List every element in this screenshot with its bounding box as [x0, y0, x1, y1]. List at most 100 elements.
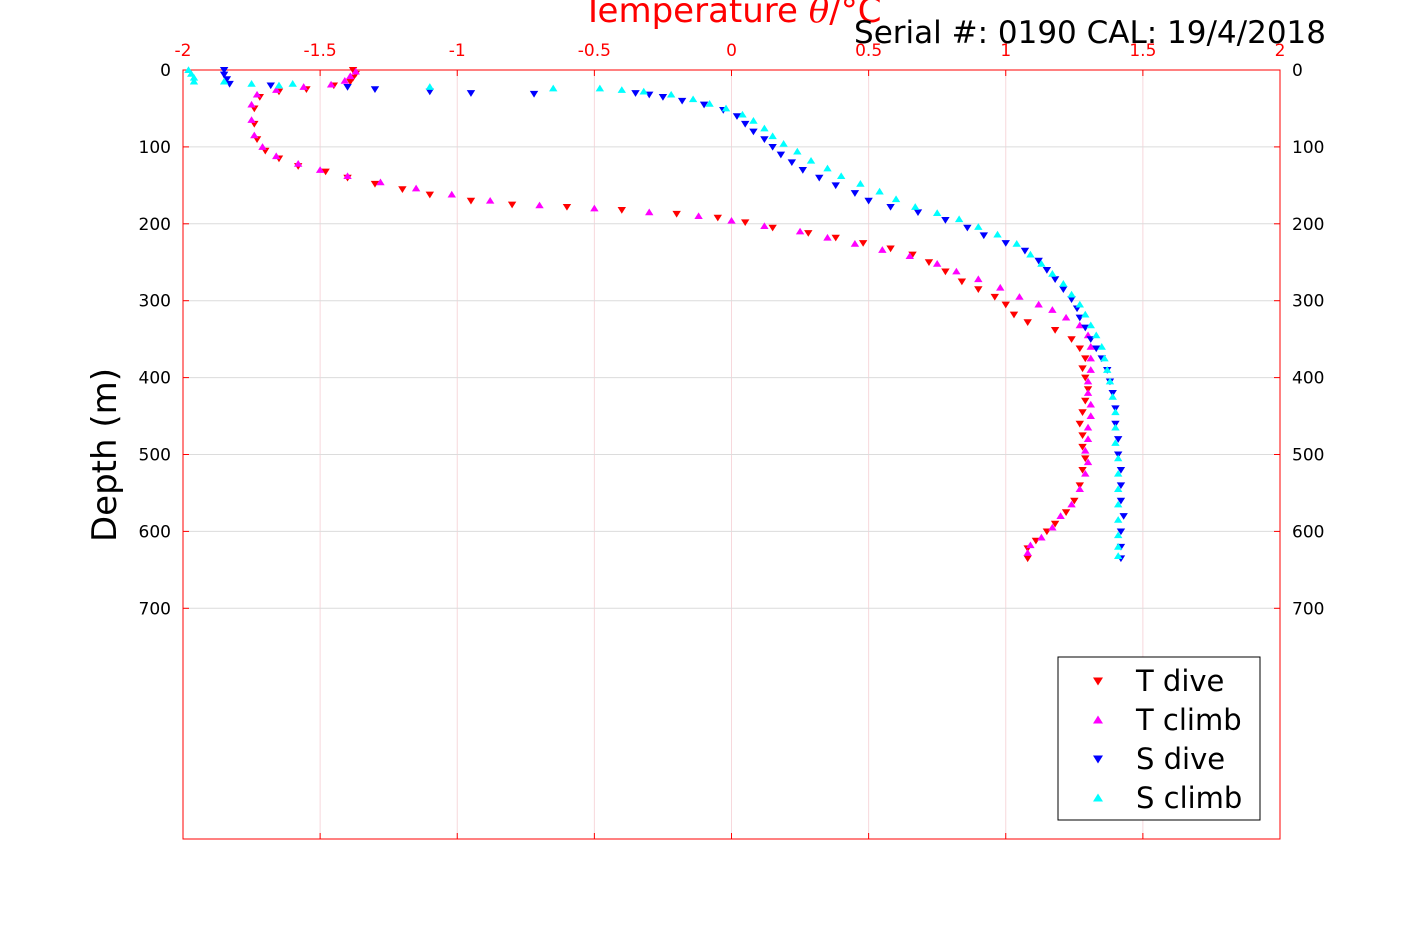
data-point [346, 72, 355, 80]
data-point [688, 95, 698, 103]
data-point [631, 90, 640, 97]
data-point [850, 240, 860, 247]
data-point [219, 77, 229, 85]
data-point [1083, 435, 1093, 443]
data-point [1042, 267, 1052, 274]
data-point [993, 230, 1002, 238]
legend-marker [1093, 793, 1103, 802]
data-point [1113, 552, 1123, 559]
data-point [858, 240, 868, 247]
data-point [957, 278, 967, 286]
data-point [760, 222, 769, 230]
y-tick-label-right: 0 [1292, 61, 1303, 81]
data-point [340, 76, 350, 84]
data-point [1070, 497, 1079, 505]
data-point [878, 246, 887, 253]
data-point [266, 82, 275, 90]
data-point [1111, 423, 1120, 431]
data-point [1078, 443, 1087, 451]
data-point [1092, 331, 1101, 339]
data-point [1012, 240, 1021, 247]
data-point [1075, 345, 1084, 353]
serial-calibration-annotation: Serial #: 0190 CAL: 19/4/2018 [854, 15, 1326, 51]
x-tick-label: 2 [1275, 41, 1286, 61]
data-point [1067, 290, 1076, 298]
data-point [189, 77, 199, 85]
data-point [1081, 455, 1090, 463]
y-tick-label-right: 600 [1292, 522, 1324, 542]
data-point [1023, 555, 1032, 563]
y-tick-label-left: 600 [139, 522, 171, 542]
data-point [1059, 286, 1068, 293]
data-point [1113, 454, 1123, 462]
data-point [1037, 260, 1046, 267]
data-point [779, 140, 788, 147]
data-point [1097, 343, 1106, 350]
data-point [1050, 326, 1060, 334]
data-points [184, 66, 1128, 563]
data-point [1034, 257, 1043, 265]
data-point [864, 197, 873, 205]
data-point [252, 90, 262, 98]
data-point [1078, 409, 1087, 416]
data-point [466, 197, 476, 205]
data-point [1081, 374, 1090, 382]
data-point [343, 172, 352, 180]
data-point [1083, 423, 1093, 431]
data-point [535, 201, 544, 209]
y-tick-label-right: 300 [1292, 292, 1324, 312]
data-point [793, 147, 802, 155]
data-point [1105, 377, 1115, 385]
data-point [760, 124, 769, 132]
data-point [1086, 412, 1095, 419]
data-point [1078, 466, 1087, 474]
data-point [738, 110, 747, 118]
series-s-climb [184, 66, 1123, 559]
data-point [837, 172, 846, 180]
data-point [768, 224, 777, 232]
data-point [1023, 319, 1032, 327]
data-point [1037, 533, 1046, 541]
data-point [924, 259, 934, 267]
data-point [288, 80, 297, 87]
data-point [326, 80, 336, 88]
y-tick-label-right: 100 [1292, 138, 1324, 158]
data-point [1116, 497, 1126, 505]
data-point [741, 219, 750, 227]
data-point [299, 83, 308, 90]
y-tick-label-left: 300 [139, 292, 171, 312]
legend: T dive T climb S dive S climb [1057, 656, 1261, 821]
y-tick-label-left: 400 [139, 369, 171, 389]
legend-label: T dive [1135, 664, 1224, 698]
x-tick-label: -1 [449, 41, 466, 61]
legend-marker [1093, 715, 1103, 724]
data-point [760, 136, 769, 143]
data-point [549, 84, 558, 92]
data-point [1081, 355, 1090, 363]
data-point [823, 233, 832, 241]
data-point [1050, 276, 1060, 283]
data-point [247, 80, 256, 87]
data-point [1119, 513, 1128, 520]
data-point [348, 67, 358, 74]
data-point [749, 128, 758, 136]
data-point [370, 86, 380, 94]
data-point [886, 203, 895, 211]
data-point [941, 217, 950, 224]
data-point [1061, 509, 1071, 516]
data-point [219, 67, 229, 74]
legend-entries: T dive T climb S dive S climb [1093, 664, 1242, 815]
data-point [1083, 377, 1093, 385]
data-point [1001, 240, 1010, 247]
y-tick-label-right: 500 [1292, 446, 1324, 466]
x-axis-label: Temperature θ/°C [582, 0, 882, 31]
data-point [272, 152, 281, 160]
data-point [247, 100, 256, 108]
data-point [595, 84, 605, 92]
data-point [666, 90, 676, 98]
data-point [1075, 420, 1084, 428]
data-point [954, 215, 964, 223]
y-tick-label-left: 200 [139, 215, 171, 235]
data-point [411, 184, 421, 192]
